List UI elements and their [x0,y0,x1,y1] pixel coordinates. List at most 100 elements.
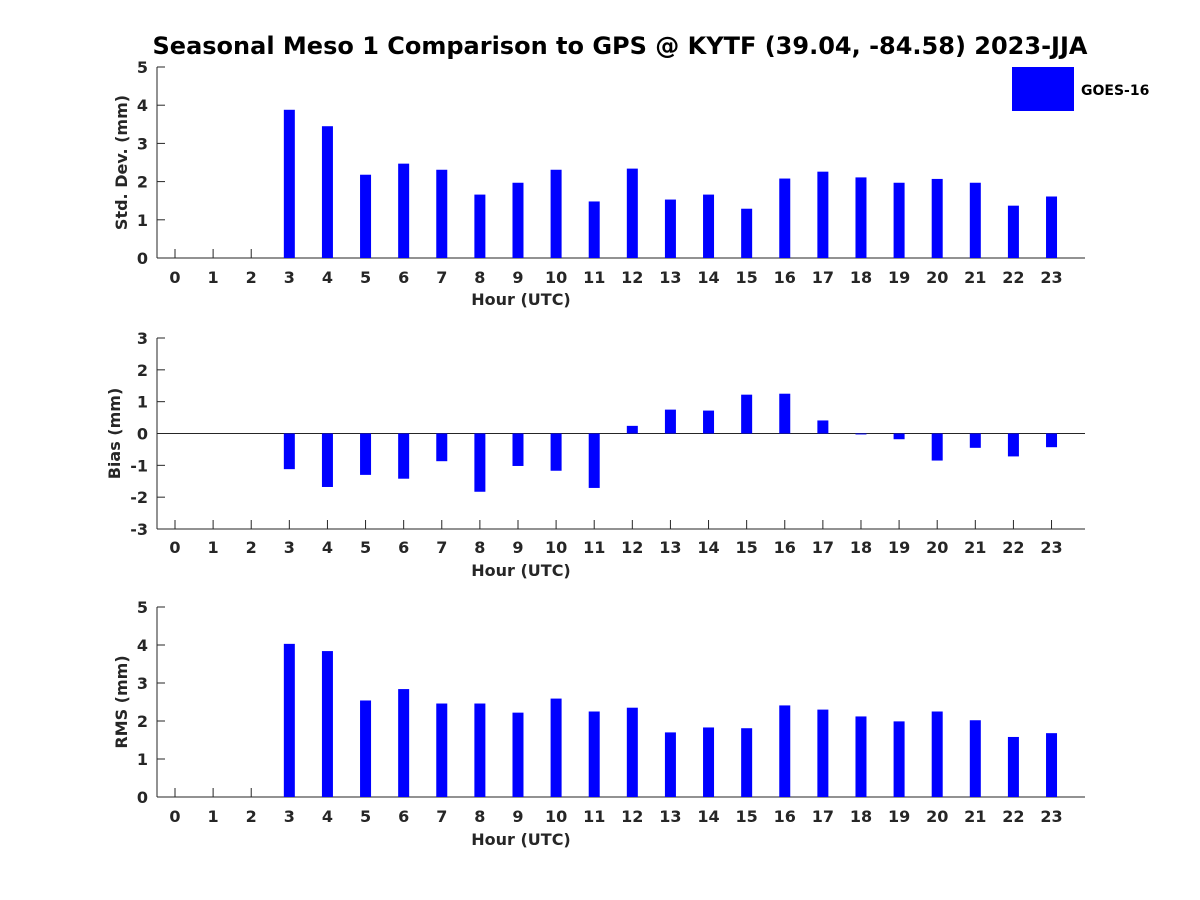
std-dev-xtick-label: 6 [398,268,409,287]
bias-xtick-label: 0 [169,538,180,557]
rms-xtick-label: 2 [246,807,257,826]
rms-xtick-label: 11 [583,807,605,826]
rms-xtick-label: 5 [360,807,371,826]
std-dev-bar [360,174,372,258]
std-dev-ytick-label: 3 [137,134,148,153]
rms-bar [550,698,562,797]
std-dev-bar [550,169,562,258]
rms-ytick-label: 3 [137,674,148,693]
rms-xtick-label: 23 [1040,807,1062,826]
rms-bar [779,705,791,797]
bias-ytick-label: -3 [130,520,148,539]
bias-bar [664,409,676,434]
std-dev-xtick-label: 7 [436,268,447,287]
rms-bar [321,651,333,797]
rms-bar [474,703,486,797]
rms-xtick-label: 0 [169,807,180,826]
bias-bar [855,433,867,435]
std-dev-bar [1046,196,1058,258]
std-dev-xtick-label: 12 [621,268,643,287]
bias-bar [626,425,638,434]
rms-bar [893,721,905,797]
bias-y-axis-label: Bias (mm) [105,388,124,480]
std-dev-xtick-label: 18 [850,268,872,287]
rms-xtick-label: 22 [1002,807,1024,826]
bias-bar [893,433,905,440]
rms-bar [436,703,448,797]
bias-ytick-label: 1 [137,393,148,412]
std-dev-xtick-label: 20 [926,268,948,287]
std-dev-bar [703,194,715,258]
std-dev-bar [436,169,448,258]
bias-xtick-label: 15 [736,538,758,557]
std-dev-bar [817,171,829,258]
rms-xtick-label: 10 [545,807,567,826]
std-dev-xtick-label: 23 [1040,268,1062,287]
std-dev-bar [931,178,943,258]
std-dev-bar [321,126,333,259]
bias-bar [512,433,524,466]
rms-xtick-label: 13 [659,807,681,826]
std-dev-bar [512,182,524,258]
std-dev-ytick-label: 4 [137,96,148,115]
bias-xtick-label: 17 [812,538,834,557]
bias-bar [436,433,448,462]
std-dev-bar [664,199,676,258]
bias-xtick-label: 14 [697,538,719,557]
bias-bar [360,433,372,475]
bias-xtick-label: 21 [964,538,986,557]
std-dev-xtick-label: 8 [474,268,485,287]
rms-xtick-label: 16 [774,807,796,826]
std-dev-bar [1007,205,1019,258]
rms-ytick-label: 4 [137,636,148,655]
bias-bar [550,433,562,471]
rms-bar [1007,736,1019,797]
rms-xtick-label: 18 [850,807,872,826]
rms-bar [931,711,943,797]
bias-x-axis-label: Hour (UTC) [471,561,571,580]
std-dev-xtick-label: 19 [888,268,910,287]
rms-bar [855,716,867,797]
std-dev-bar [969,182,981,258]
rms-bar [1046,733,1058,797]
bias-xtick-label: 8 [474,538,485,557]
std-dev-bar [398,163,410,258]
rms-bar [626,707,638,797]
rms-bar [360,700,372,797]
bias-bar [1007,433,1019,457]
bias-xtick-label: 10 [545,538,567,557]
bias-xtick-label: 19 [888,538,910,557]
std-dev-xtick-label: 3 [284,268,295,287]
std-dev-xtick-label: 9 [512,268,523,287]
rms-xtick-label: 21 [964,807,986,826]
bias-xtick-label: 6 [398,538,409,557]
bias-xtick-label: 13 [659,538,681,557]
bias-ytick-label: -2 [130,488,148,507]
bias-bar [817,420,829,434]
bias-xtick-label: 16 [774,538,796,557]
std-dev-bar [474,194,486,258]
bias-bar [398,433,410,479]
rms-ytick-label: 5 [137,598,148,617]
rms-bar [283,643,295,797]
rms-xtick-label: 6 [398,807,409,826]
rms-bar [398,689,410,797]
bias-xtick-label: 1 [208,538,219,557]
std-dev-xtick-label: 4 [322,268,333,287]
bias-bar [703,410,715,434]
std-dev-xtick-label: 16 [774,268,796,287]
std-dev-bar [626,168,638,258]
std-dev-bar [283,109,295,258]
rms-xtick-label: 3 [284,807,295,826]
rms-xtick-label: 9 [512,807,523,826]
bias-bar [283,433,295,470]
std-dev-xtick-label: 1 [208,268,219,287]
bias-bar [474,433,486,492]
std-dev-xtick-label: 2 [246,268,257,287]
chart-title: Seasonal Meso 1 Comparison to GPS @ KYTF… [153,32,1088,60]
rms-xtick-label: 8 [474,807,485,826]
std-dev-xtick-label: 14 [697,268,719,287]
rms-ytick-label: 2 [137,712,148,731]
